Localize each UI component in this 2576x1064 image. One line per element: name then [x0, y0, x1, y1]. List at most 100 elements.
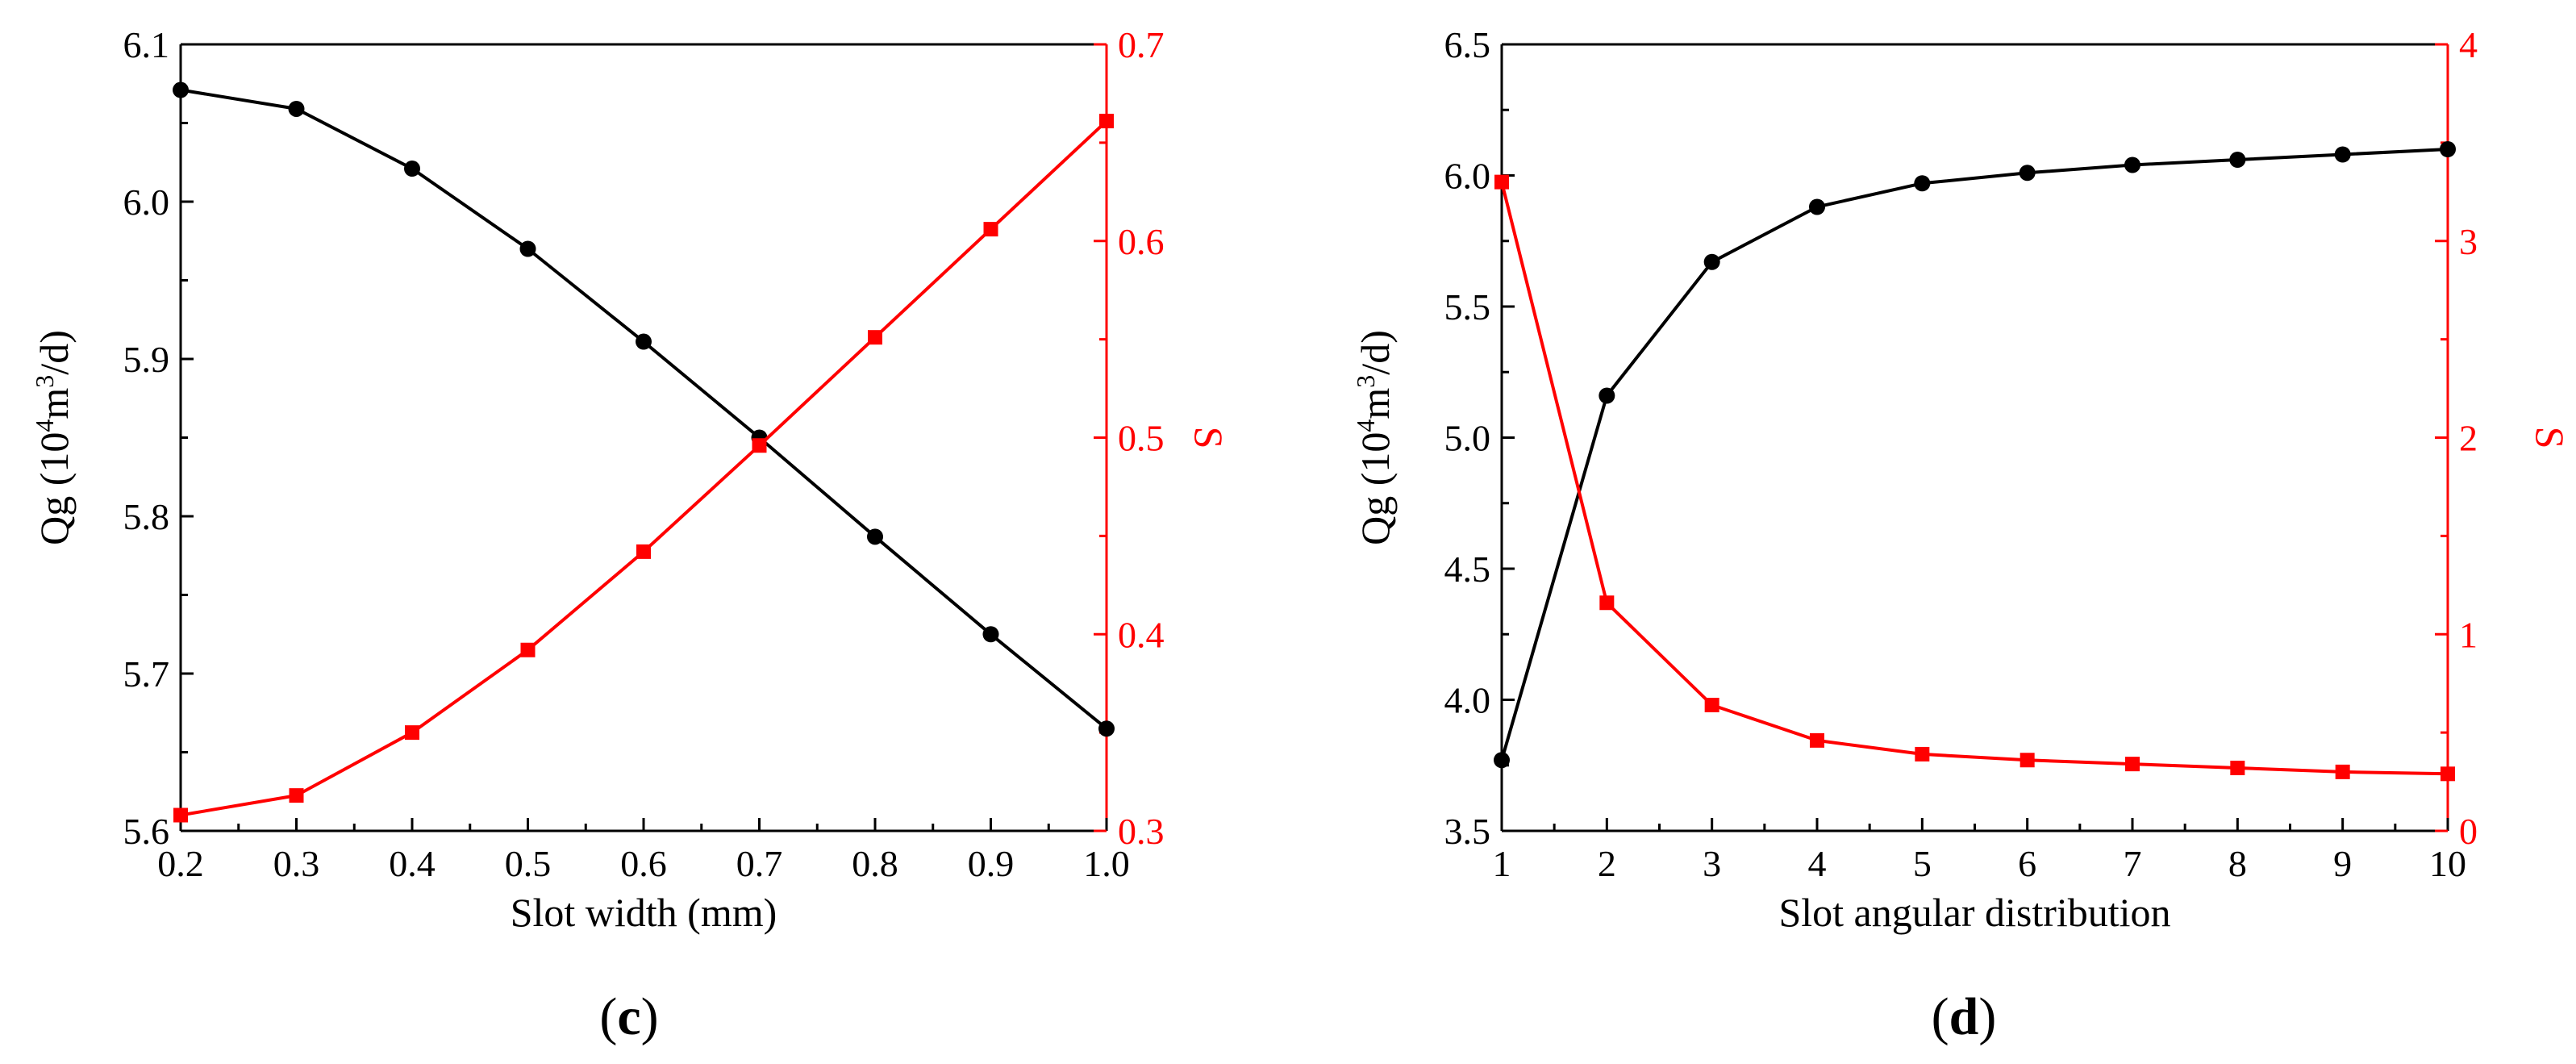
data-point-s [2125, 757, 2140, 772]
data-point-s [2441, 766, 2455, 782]
series-line-qg [1500, 148, 2449, 761]
left-y-tick-label: 5.6 [123, 811, 170, 852]
panel-label: (c) [599, 987, 658, 1046]
data-point-qg [982, 626, 999, 643]
data-point-s [1099, 114, 1114, 129]
data-point-s [405, 725, 419, 741]
series-line-s [180, 119, 1108, 817]
data-point-s [752, 438, 767, 453]
left-y-tick-label: 4.5 [1444, 549, 1491, 590]
data-point-qg [2229, 152, 2246, 168]
panel-label-close: ) [641, 987, 659, 1046]
left-y-tick-label: 4.0 [1444, 680, 1491, 721]
right-y-tick-label: 0.4 [1118, 614, 1165, 655]
y-title-sup1: 4 [30, 419, 59, 432]
x-axis-title: Slot angular distribution [1778, 890, 2170, 935]
panel-c-chart: 0.2 0.3 0.4 0.5 0.6 0.7 0.8 0.9 1.0 5.6 5.7 5.8 5.9 6… [30, 24, 1232, 1046]
panel-label: (d) [1932, 987, 1997, 1046]
y-title-sup2: 3 [1351, 375, 1380, 388]
data-point-s [289, 788, 304, 803]
x-tick-label: 5 [1913, 843, 1932, 884]
data-point-qg [288, 100, 305, 117]
data-point-s [1494, 174, 1509, 190]
x-tick-label: 7 [2124, 843, 2142, 884]
y-title-suffix: /d) [31, 330, 77, 375]
data-point-qg [1599, 387, 1615, 404]
data-point-qg [173, 81, 189, 98]
x-tick-label: 0.8 [852, 843, 898, 884]
series-line-s [1500, 182, 2449, 776]
data-point-qg [2124, 156, 2140, 173]
right-y-tick-label: 2 [2459, 418, 2478, 459]
right-y-tick-label: 1 [2459, 614, 2478, 655]
data-point-s [173, 807, 188, 823]
x-tick-label: 3 [1703, 843, 1721, 884]
data-point-qg [1809, 198, 1825, 215]
right-y-tick-label: 0 [2459, 811, 2478, 852]
left-y-tick-label: 5.5 [1444, 286, 1491, 328]
data-point-qg [1494, 752, 1510, 769]
x-tick-label: 2 [1598, 843, 1616, 884]
panel-label-letter: d [1949, 987, 1979, 1046]
data-point-s [1810, 732, 1824, 748]
y-title-sup1: 4 [1351, 419, 1380, 432]
x-tick-label: 4 [1808, 843, 1827, 884]
data-point-qg [867, 528, 883, 545]
right-y-tick-label: 4 [2459, 24, 2478, 65]
left-y-tick-label: 6.1 [123, 24, 170, 65]
data-point-s [636, 544, 651, 559]
x-tick-label: 10 [2429, 843, 2466, 884]
data-point-s [1915, 746, 1930, 761]
data-point-qg [1703, 253, 1720, 270]
panel-label-open: ( [1932, 987, 1949, 1046]
x-tick-label: 1 [1493, 843, 1511, 884]
data-point-s [520, 642, 536, 657]
data-point-s [2335, 764, 2350, 779]
left-y-tick-label: 5.0 [1444, 418, 1491, 459]
right-y-tick-label: 0.3 [1118, 811, 1165, 852]
y-title-mid: m [31, 388, 77, 419]
data-point-qg [636, 333, 652, 350]
data-point-qg [2019, 165, 2036, 182]
x-tick-label: 0.9 [968, 843, 1015, 884]
y-title-suffix: /d) [1353, 330, 1398, 375]
panel-label-letter: c [617, 987, 640, 1046]
right-y-tick-label: 0.5 [1118, 418, 1165, 459]
data-point-s [2020, 753, 2035, 768]
data-point-qg [2334, 146, 2351, 163]
y-title-sup2: 3 [30, 375, 59, 388]
x-axis-title: Slot width (mm) [511, 890, 777, 935]
left-y-tick-label: 5.7 [123, 653, 170, 695]
data-point-qg [1098, 720, 1115, 737]
left-y-tick-label: 3.5 [1444, 811, 1491, 852]
x-tick-label: 0.3 [273, 843, 320, 884]
data-point-s [983, 222, 998, 237]
data-point-s [1599, 595, 1615, 611]
left-y-tick-label: 6.0 [123, 182, 170, 223]
y-title-prefix: Qg (10 [31, 432, 77, 545]
x-tick-label: 9 [2333, 843, 2352, 884]
data-point-s [2230, 761, 2245, 775]
x-tick-label: 1.0 [1083, 843, 1130, 884]
left-y-tick-label: 6.5 [1444, 24, 1491, 65]
y-title-mid: m [1353, 388, 1398, 419]
right-y-tick-label: 0.7 [1118, 24, 1165, 65]
panel-label-close: ) [1978, 987, 1996, 1046]
left-y-tick-label: 5.9 [123, 339, 170, 380]
left-y-tick-label: 5.8 [123, 496, 170, 537]
x-tick-label: 8 [2228, 843, 2247, 884]
left-y-axis-title: Qg (104m3/d) [1351, 330, 1398, 545]
x-tick-label: 0.2 [157, 843, 204, 884]
panel-label-open: ( [599, 987, 617, 1046]
series-line-qg [180, 88, 1108, 730]
right-y-axis-title: S [2528, 427, 2573, 449]
x-tick-label: 6 [2018, 843, 2036, 884]
x-tick-label: 0.5 [505, 843, 552, 884]
data-point-s [1704, 698, 1719, 712]
data-point-qg [404, 161, 420, 177]
left-y-axis-title: Qg (104m3/d) [30, 330, 77, 545]
right-y-tick-label: 3 [2459, 221, 2478, 262]
right-y-axis-title: S [1186, 427, 1232, 449]
y-title-prefix: Qg (10 [1353, 432, 1398, 545]
